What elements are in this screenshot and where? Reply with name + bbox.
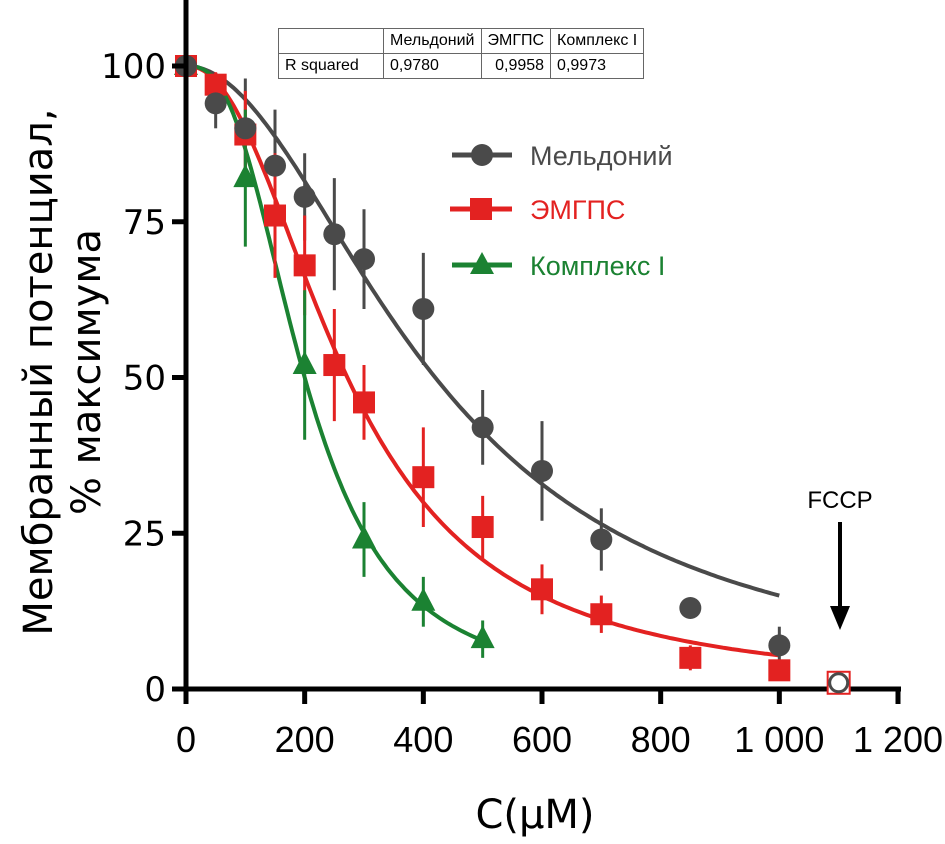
x-tick-label: 200 — [275, 719, 335, 760]
data-point-triangle — [352, 525, 376, 549]
data-point-circle — [234, 117, 257, 140]
r-squared-col-header: ЭМГПС — [480, 28, 552, 54]
data-point-circle — [768, 634, 791, 657]
r-squared-value-row: R squared 0,9780 0,9958 0,9973 — [278, 53, 645, 79]
r-squared-table: Мельдоний ЭМГПС Комплекс I R squared 0,9… — [278, 28, 645, 79]
r-squared-value: 0,9780 — [383, 53, 482, 79]
legend: Мельдоний ЭМГПС Комплекс I — [450, 141, 673, 281]
y-tick-label: 50 — [123, 359, 166, 399]
y-tick-label: 25 — [123, 514, 166, 554]
data-point-square — [323, 354, 346, 377]
x-axis-title: C(µM) — [475, 792, 594, 838]
data-point-square — [679, 646, 702, 669]
y-tick-label: 75 — [123, 203, 166, 243]
legend-square-marker — [470, 198, 492, 220]
r-squared-col-header: Мельдоний — [383, 28, 482, 54]
x-tick-label: 1 000 — [734, 719, 824, 760]
data-point-square — [412, 466, 435, 489]
data-point-circle — [323, 223, 346, 246]
data-point-circle — [293, 185, 316, 208]
fccp-circle-marker — [828, 672, 850, 694]
r-squared-row-label: R squared — [278, 53, 384, 79]
r-squared-value: 0,9958 — [480, 53, 552, 79]
data-point-circle — [679, 597, 702, 620]
data-point-square — [471, 516, 494, 539]
data-point-square — [531, 578, 553, 601]
x-tick-label: 1 200 — [853, 719, 943, 760]
data-point-circle — [531, 459, 553, 482]
data-point-square — [293, 254, 316, 277]
legend-label: Мельдоний — [530, 141, 673, 171]
data-point-square — [204, 73, 227, 96]
data-point-circle — [412, 297, 435, 320]
y-axis-ticks: 0 25 50 75 100 — [101, 47, 186, 710]
legend-item-emgps: ЭМГПС — [450, 195, 625, 225]
y-axis-title-line1: Мембранный потенциал, — [16, 108, 62, 635]
data-point-square — [590, 603, 613, 626]
fccp-label: FCCP — [807, 487, 872, 514]
x-axis-ticks: 0 200 400 600 800 1 000 1 200 — [176, 689, 943, 760]
data-point-circle — [204, 92, 227, 115]
fccp-arrow-head-icon — [830, 606, 850, 630]
y-tick-label: 100 — [101, 47, 166, 87]
data-point-triangle — [292, 351, 317, 375]
data-point-square — [264, 204, 286, 227]
data-point-triangle — [411, 587, 436, 611]
data-markers — [174, 52, 791, 682]
legend-label: ЭМГПС — [530, 195, 625, 225]
y-tick-label: 0 — [144, 670, 166, 710]
x-tick-label: 600 — [512, 719, 572, 760]
legend-triangle-marker — [470, 252, 494, 274]
data-point-circle — [353, 248, 375, 271]
legend-circle-marker — [471, 144, 493, 166]
legend-item-complex-i: Комплекс I — [452, 251, 665, 281]
x-tick-label: 400 — [393, 719, 453, 760]
data-point-circle — [264, 154, 286, 177]
fit-curve — [186, 64, 484, 643]
data-point-square — [768, 659, 791, 682]
legend-item-meldonium: Мельдоний — [452, 141, 673, 171]
error-bars — [214, 72, 781, 677]
y-axis-title-line2: % максимума — [64, 229, 110, 515]
data-point-circle — [471, 416, 494, 439]
data-point-triangle — [470, 625, 495, 649]
data-point-circle — [590, 528, 613, 551]
legend-label: Комплекс I — [530, 251, 665, 281]
data-point-square — [353, 391, 375, 414]
data-point-triangle — [233, 164, 258, 188]
x-tick-label: 800 — [631, 719, 691, 760]
x-tick-label: 0 — [176, 719, 196, 760]
fccp-annotation: FCCP — [807, 487, 873, 630]
r-squared-value: 0,9973 — [550, 53, 645, 79]
fccp-point — [826, 670, 851, 695]
